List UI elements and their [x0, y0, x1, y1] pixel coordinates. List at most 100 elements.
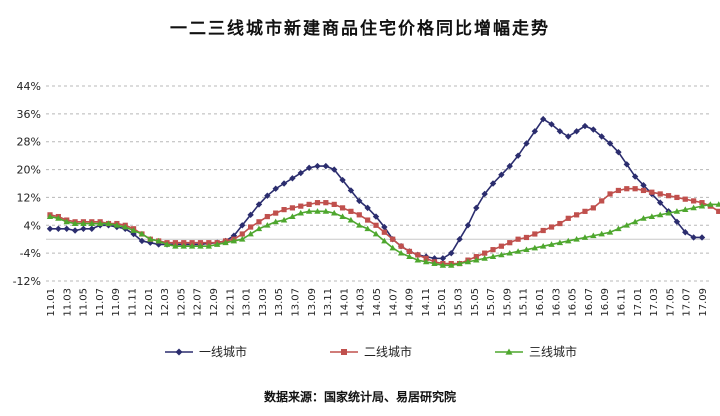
data-point: [423, 255, 429, 261]
x-tick-label: 15.03: [454, 288, 465, 317]
data-point: [181, 240, 187, 246]
data-point: [122, 223, 129, 230]
data-point: [498, 171, 505, 178]
data-point: [264, 222, 271, 228]
data-point: [280, 180, 288, 187]
data-point: [356, 197, 363, 205]
data-point: [347, 216, 355, 223]
data-point: [256, 219, 262, 225]
data-point: [46, 225, 54, 232]
data-point: [456, 260, 463, 266]
data-point: [532, 231, 538, 237]
data-point: [514, 152, 522, 159]
data-point: [506, 162, 513, 170]
x-tick-label: 16.03: [551, 288, 562, 317]
data-point: [657, 199, 664, 206]
data-point: [239, 231, 245, 237]
y-tick-label: 12%: [17, 191, 41, 204]
data-point: [632, 186, 638, 192]
data-point: [314, 208, 321, 214]
data-point: [356, 222, 363, 228]
x-tick-label: 11.01: [46, 288, 57, 317]
x-tick-label: 12.03: [160, 288, 171, 317]
data-point: [264, 213, 270, 220]
data-point: [197, 242, 204, 249]
data-point: [556, 239, 564, 246]
data-point: [147, 236, 154, 242]
data-point: [489, 180, 497, 187]
legend-label: 一线城市: [199, 344, 247, 359]
data-point: [439, 255, 447, 262]
data-point: [381, 229, 387, 235]
x-tick-label: 12.11: [225, 288, 236, 317]
data-point: [205, 242, 213, 249]
data-point: [189, 240, 195, 246]
y-tick-label: -4%: [20, 247, 41, 260]
data-point: [648, 213, 656, 219]
y-tick-label: 28%: [17, 136, 41, 149]
data-point: [364, 225, 371, 232]
data-point: [365, 217, 371, 223]
x-tick-label: 11.07: [95, 288, 106, 317]
data-point: [539, 115, 547, 123]
x-tick-label: 15.07: [486, 288, 497, 317]
data-point: [289, 213, 296, 219]
data-point: [615, 148, 622, 156]
data-point: [381, 237, 388, 244]
data-point: [673, 208, 681, 214]
data-point: [448, 262, 455, 268]
data-point: [247, 230, 254, 237]
data-point: [331, 166, 338, 173]
data-point: [582, 208, 588, 214]
data-point: [581, 122, 589, 130]
data-point: [356, 212, 362, 218]
data-point: [556, 128, 564, 135]
data-point: [448, 249, 455, 257]
data-point: [573, 236, 580, 242]
legend-marker: [175, 348, 183, 356]
data-point: [715, 201, 720, 207]
data-point: [381, 223, 388, 231]
data-point: [80, 225, 87, 232]
data-point: [298, 203, 304, 209]
x-tick-label: 13.11: [323, 288, 334, 317]
data-point: [606, 229, 614, 235]
x-tick-label: 11.05: [79, 288, 90, 317]
data-point: [498, 243, 504, 249]
data-point: [507, 240, 513, 246]
data-point: [548, 241, 555, 247]
data-point: [239, 222, 246, 229]
data-point: [682, 206, 689, 213]
data-point: [390, 236, 396, 242]
data-point: [640, 182, 647, 189]
data-point: [674, 194, 680, 201]
x-tick-label: 11.09: [111, 288, 122, 317]
data-point: [230, 237, 238, 244]
data-point: [314, 200, 321, 206]
data-point: [172, 240, 178, 246]
data-point: [456, 236, 463, 243]
data-point: [348, 208, 354, 214]
data-point: [673, 218, 681, 226]
data-point: [389, 244, 396, 251]
x-tick-label: 14.05: [372, 288, 383, 317]
data-point: [573, 128, 580, 135]
data-point: [255, 225, 263, 232]
data-point: [255, 201, 263, 208]
data-point: [490, 247, 496, 253]
data-point: [339, 176, 346, 184]
data-point: [590, 232, 597, 239]
data-point: [624, 186, 630, 192]
data-point: [631, 218, 639, 225]
data-point: [548, 121, 555, 128]
data-source-note: 数据来源：国家统计局、易居研究院: [263, 390, 456, 404]
data-point: [130, 227, 137, 233]
data-point: [464, 258, 472, 265]
data-point: [289, 175, 296, 182]
data-point: [323, 200, 329, 206]
data-point: [464, 222, 472, 229]
data-point: [305, 164, 313, 172]
data-point: [565, 237, 572, 244]
legend-label: 二线城市: [364, 344, 412, 359]
data-point: [682, 196, 688, 202]
